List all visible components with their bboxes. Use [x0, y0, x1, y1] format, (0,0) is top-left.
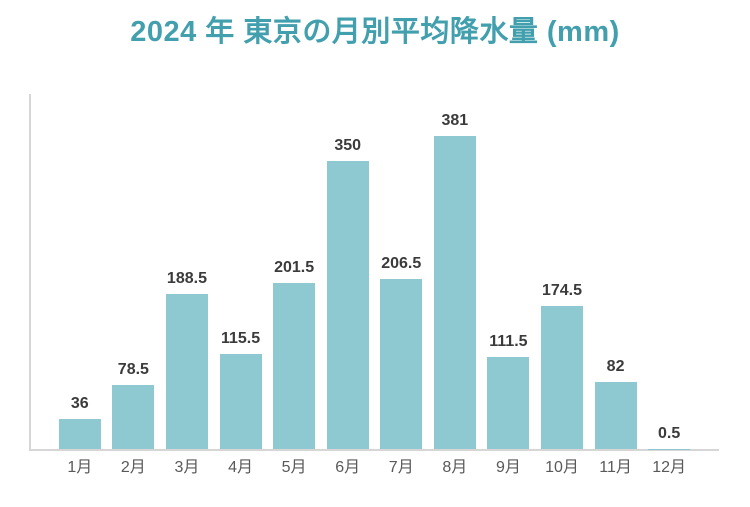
bar-value-label: 111.5	[489, 333, 528, 351]
x-tick-8月: 8月	[442, 459, 468, 476]
bar-slot-10月: 174.5	[535, 281, 589, 449]
bar-slot-8月: 381	[428, 111, 482, 449]
x-tick-12月: 12月	[652, 459, 687, 476]
bar-value-label: 82	[606, 357, 625, 375]
bar-11月	[594, 381, 637, 449]
bar-1月	[58, 419, 101, 449]
y-axis-line	[29, 94, 31, 451]
bar-value-label: 36	[70, 395, 89, 413]
x-tick-10月: 10月	[545, 459, 579, 476]
x-tick-5月: 5月	[281, 459, 307, 476]
bar-value-label: 115.5	[220, 330, 261, 348]
chart-title: 2024 年 東京の月別平均降水量 (mm)	[130, 16, 620, 48]
bar-series: 36 78.5 188.5 115.5 201.5 350 206.5 381 111.5 174…	[53, 93, 696, 449]
x-tick-4月: 4月	[228, 459, 253, 476]
x-tick-1月: 1月	[67, 459, 93, 476]
bar-7月	[380, 279, 423, 449]
bar-slot-4月: 115.5	[214, 331, 268, 449]
bar-slot-1月: 36	[53, 396, 107, 449]
bar-slot-12月: 0.5	[642, 424, 696, 449]
bar-2月	[112, 384, 155, 449]
bar-8月	[433, 135, 476, 449]
bar-value-label: 201.5	[274, 259, 315, 277]
bar-value-label: 206.5	[381, 255, 422, 273]
bar-slot-7月: 206.5	[374, 256, 428, 449]
bar-6月	[326, 161, 369, 449]
bar-slot-3月: 188.5	[160, 271, 214, 449]
bar-slot-11月: 82	[589, 357, 643, 449]
bar-slot-5月: 201.5	[267, 260, 321, 449]
x-tick-2月: 2月	[120, 459, 146, 476]
bar-value-label: 188.5	[166, 270, 207, 288]
bar-slot-9月: 111.5	[482, 334, 536, 449]
bar-3月	[165, 294, 208, 449]
bar-9月	[487, 357, 530, 449]
bar-value-label: 350	[334, 137, 362, 155]
x-tick-9月: 9月	[495, 459, 521, 476]
bar-10月	[540, 305, 583, 449]
bar-4月	[219, 354, 262, 449]
bar-5月	[273, 283, 316, 449]
bar-value-label: 174.5	[541, 281, 583, 299]
x-axis-line	[29, 449, 719, 451]
bar-value-label: 381	[441, 111, 469, 129]
x-tick-7月: 7月	[388, 459, 414, 476]
x-tick-3月: 3月	[174, 459, 200, 476]
bar-slot-6月: 350	[321, 138, 375, 449]
x-tick-6月: 6月	[335, 459, 361, 476]
x-tick-11月: 11月	[599, 459, 632, 476]
bar-slot-2月: 78.5	[107, 360, 161, 449]
x-axis-tick-labels: 1月 2月 3月 4月 5月 6月 7月 8月 9月 10月 11月 12月	[53, 458, 696, 477]
bar-value-label: 0.5	[658, 424, 681, 442]
bar-value-label: 78.5	[117, 360, 149, 378]
